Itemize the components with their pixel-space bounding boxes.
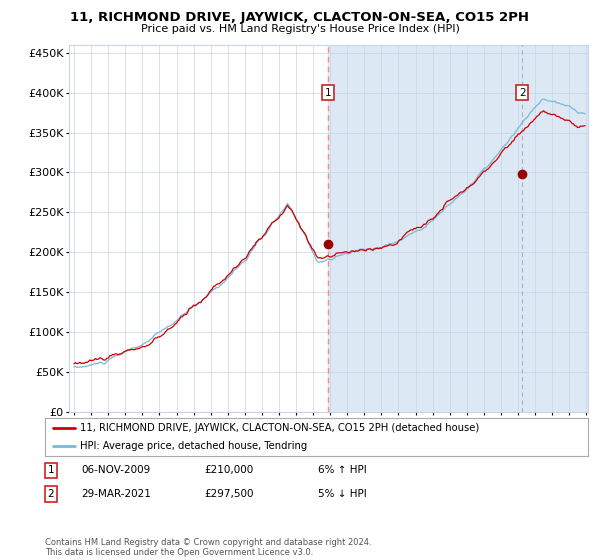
Text: Contains HM Land Registry data © Crown copyright and database right 2024.
This d: Contains HM Land Registry data © Crown c… [45,538,371,557]
Text: 1: 1 [47,465,55,475]
Text: 11, RICHMOND DRIVE, JAYWICK, CLACTON-ON-SEA, CO15 2PH: 11, RICHMOND DRIVE, JAYWICK, CLACTON-ON-… [71,11,530,24]
Text: £210,000: £210,000 [204,465,253,475]
Text: 6% ↑ HPI: 6% ↑ HPI [318,465,367,475]
Text: 29-MAR-2021: 29-MAR-2021 [81,489,151,499]
Bar [328,45,588,412]
Text: £297,500: £297,500 [204,489,254,499]
Text: 5% ↓ HPI: 5% ↓ HPI [318,489,367,499]
Text: HPI: Average price, detached house, Tendring: HPI: Average price, detached house, Tend… [80,441,308,451]
Text: 2: 2 [47,489,55,499]
Text: 2: 2 [519,88,526,97]
Text: 1: 1 [325,88,331,97]
Text: 11, RICHMOND DRIVE, JAYWICK, CLACTON-ON-SEA, CO15 2PH (detached house): 11, RICHMOND DRIVE, JAYWICK, CLACTON-ON-… [80,423,479,433]
Text: Price paid vs. HM Land Registry's House Price Index (HPI): Price paid vs. HM Land Registry's House … [140,24,460,34]
Text: 06-NOV-2009: 06-NOV-2009 [81,465,150,475]
